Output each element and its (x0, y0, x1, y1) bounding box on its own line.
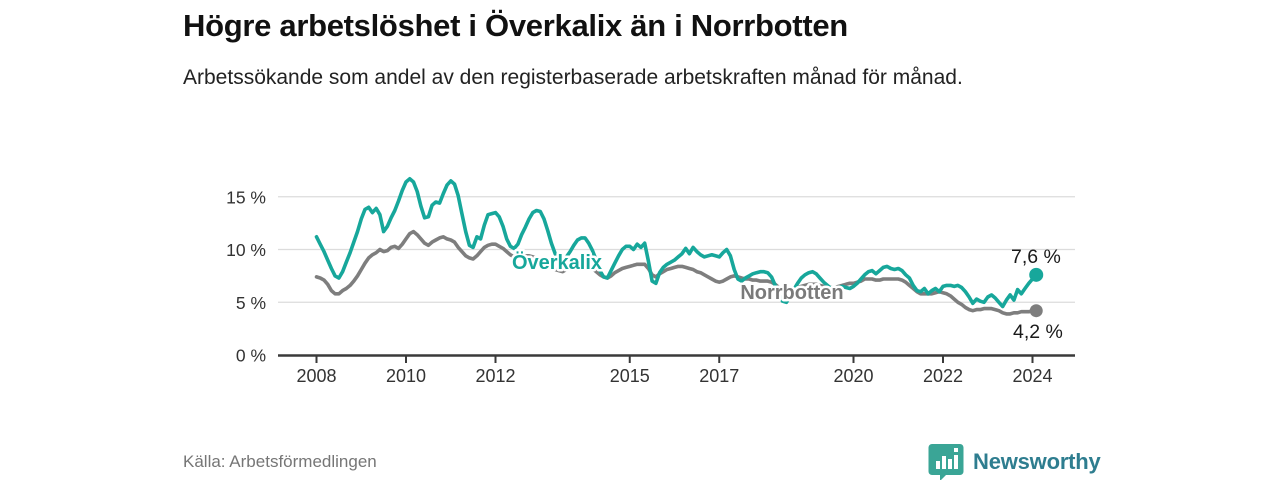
x-axis-label: 2008 (296, 366, 336, 386)
chart-subtitle: Arbetssökande som andel av den registerb… (183, 66, 963, 89)
y-axis-label: 10 % (226, 240, 266, 260)
newsworthy-logo: Newsworthy (928, 443, 1101, 480)
logo-bar-chart-glyph (936, 448, 958, 469)
end-value-label-norrbotten: 4,2 % (1013, 321, 1063, 343)
source-note: Källa: Arbetsförmedlingen (183, 452, 377, 471)
y-axis-label: 0 % (236, 346, 266, 366)
x-axis-label: 2012 (475, 366, 515, 386)
page-title: Högre arbetslöshet i Överkalix än i Norr… (183, 8, 848, 43)
end-dot--verkalix (1029, 267, 1044, 282)
y-axis-label: 15 % (226, 187, 266, 207)
x-axis-label: 2024 (1012, 366, 1052, 386)
x-axis-label: 2020 (833, 366, 873, 386)
newsworthy-logo-icon (928, 444, 964, 480)
x-axis-label: 2017 (699, 366, 739, 386)
series-line--verkalix (314, 177, 1038, 309)
end-value-label--verkalix: 7,6 % (1011, 246, 1061, 268)
series-line-norrbotten (314, 229, 1038, 316)
y-axis-label: 5 % (236, 293, 266, 313)
x-axis-label: 2015 (610, 366, 650, 386)
x-axis-label: 2022 (923, 366, 963, 386)
x-axis-label: 2010 (386, 366, 426, 386)
end-dot-norrbotten (1029, 304, 1043, 318)
newsworthy-logo-text: Newsworthy (973, 449, 1101, 474)
series-label--verkalix: Överkalix (512, 251, 602, 274)
series-label-norrbotten: Norrbotten (740, 282, 843, 304)
